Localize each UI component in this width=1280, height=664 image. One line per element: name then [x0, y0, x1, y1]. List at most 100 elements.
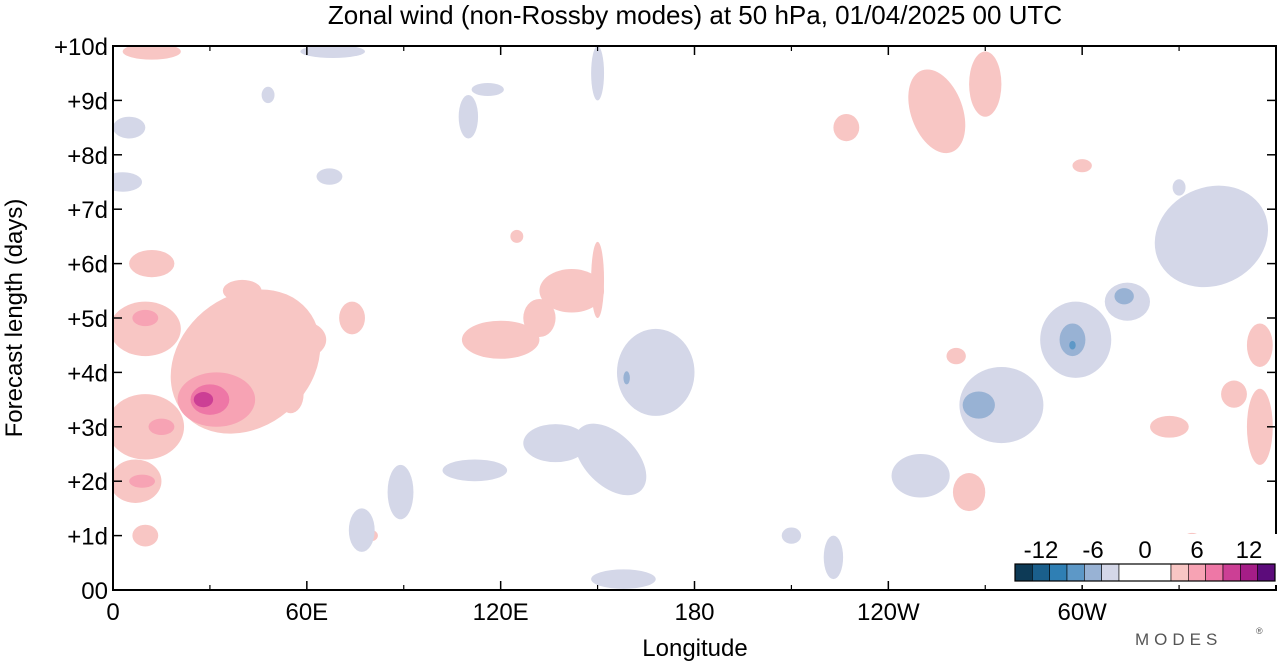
positive-anomaly [122, 46, 181, 60]
positive-anomaly [113, 394, 185, 460]
positive-anomaly [129, 474, 155, 488]
negative-anomaly [574, 423, 647, 496]
colorbar-swatch [1188, 563, 1206, 582]
y-tick-label: +7d [67, 197, 108, 224]
positive-anomaly [148, 418, 175, 435]
y-axis: 00 +1d +2d +3d +4d +5d +6d +7d +8d +9d +10d [54, 34, 1276, 605]
negative-anomaly [458, 94, 479, 139]
svg-text:MODES: MODES [1135, 630, 1222, 649]
y-tick-label: +3d [67, 415, 108, 442]
positive-anomaly [461, 320, 540, 359]
positive-anomaly [277, 375, 304, 414]
negative-anomaly [471, 82, 504, 97]
positive-anomaly [539, 269, 605, 313]
colorbar-swatch [1049, 563, 1068, 582]
negative-anomaly [1172, 179, 1186, 196]
colorbar-swatch [1066, 563, 1085, 582]
negative-anomaly [1059, 323, 1086, 357]
colorbar-swatch [1257, 563, 1276, 582]
positive-anomaly [946, 347, 966, 365]
positive-anomaly [969, 51, 1002, 117]
svg-text:®: ® [1256, 626, 1263, 636]
positive-anomaly [510, 229, 524, 243]
negative-anomaly [959, 366, 1044, 444]
y-tick-label: +9d [67, 88, 108, 115]
positive-anomaly [1150, 415, 1189, 438]
y-tick-label: +8d [67, 143, 108, 170]
negative-anomaly [891, 454, 950, 498]
positive-anomaly [339, 301, 365, 335]
colorbar-label: -6 [1082, 537, 1103, 564]
negative-anomaly [300, 46, 365, 58]
negative-anomaly [623, 371, 630, 385]
negative-anomaly [316, 168, 343, 185]
negative-anomaly [1154, 185, 1269, 288]
modes-logo: MODES ® [1135, 626, 1263, 649]
negative-anomaly [616, 328, 695, 416]
negative-anomaly [823, 535, 844, 580]
positive-anomaly [952, 473, 986, 512]
x-axis: 0 60E 120E 180 120W 60W [106, 46, 1180, 626]
positive-anomaly [132, 524, 159, 547]
positive-anomaly [1246, 323, 1273, 367]
negative-anomaly [962, 391, 995, 419]
positive-anomaly [1221, 380, 1247, 408]
colorbar-label: 0 [1138, 537, 1151, 564]
negative-anomaly [1114, 288, 1134, 305]
colorbar-swatch [1084, 563, 1102, 582]
positive-anomaly [129, 250, 175, 278]
colorbar-label: 6 [1190, 537, 1203, 564]
y-tick-label: +5d [67, 306, 108, 333]
colorbar-frame [1014, 563, 1276, 582]
colorbar-swatch [1205, 563, 1224, 582]
positive-anomaly [591, 241, 605, 318]
negative-anomaly [387, 464, 414, 520]
positive-anomaly [193, 391, 214, 408]
colorbar-swatch [1222, 563, 1241, 582]
negative-anomaly [442, 459, 508, 482]
negative-anomaly [523, 424, 588, 463]
y-tick-label: +10d [54, 34, 108, 61]
x-tick-label: 120W [857, 599, 920, 626]
negative-anomaly [591, 569, 656, 589]
x-tick-label: 60W [1057, 599, 1107, 626]
negative-anomaly [348, 508, 375, 552]
y-tick-label: +1d [67, 524, 108, 551]
negative-anomaly [261, 86, 275, 104]
positive-anomaly [908, 69, 966, 154]
x-tick-label: 120E [473, 599, 529, 626]
colorbar-swatch [1240, 563, 1258, 582]
y-tick-label: 00 [81, 578, 108, 605]
colorbar-swatch [1118, 563, 1172, 582]
positive-anomaly [523, 298, 556, 338]
positive-anomaly [222, 279, 262, 302]
colorbar-swatch [1014, 563, 1033, 582]
x-tick-label: 0 [106, 599, 119, 626]
colorbar-swatch [1101, 563, 1120, 582]
y-tick-label: +4d [67, 360, 108, 387]
negative-anomaly [591, 46, 605, 101]
colorbar-swatch [1170, 563, 1189, 582]
x-tick-label: 60E [285, 599, 328, 626]
anomaly-field [113, 46, 1273, 589]
y-axis-label: Forecast length (days) [1, 199, 28, 438]
negative-anomaly [781, 527, 802, 544]
x-axis-label: Longitude [642, 635, 747, 662]
colorbar-label: -12 [1024, 537, 1059, 564]
y-tick-label: +6d [67, 252, 108, 279]
chart-title: Zonal wind (non-Rossby modes) at 50 hPa,… [328, 0, 1062, 30]
negative-anomaly [113, 116, 146, 139]
colorbar-label: 12 [1236, 537, 1263, 564]
positive-anomaly [833, 114, 860, 142]
negative-anomaly [113, 172, 143, 192]
negative-anomaly [1069, 340, 1076, 350]
y-tick-label: +2d [67, 469, 108, 496]
positive-anomaly [132, 309, 159, 327]
colorbar: -12 -6 0 6 12 [1009, 534, 1277, 585]
x-tick-label: 180 [674, 599, 714, 626]
positive-anomaly [1246, 388, 1273, 465]
positive-anomaly [274, 320, 327, 359]
positive-anomaly [1072, 159, 1092, 173]
positive-anomaly [113, 301, 181, 357]
